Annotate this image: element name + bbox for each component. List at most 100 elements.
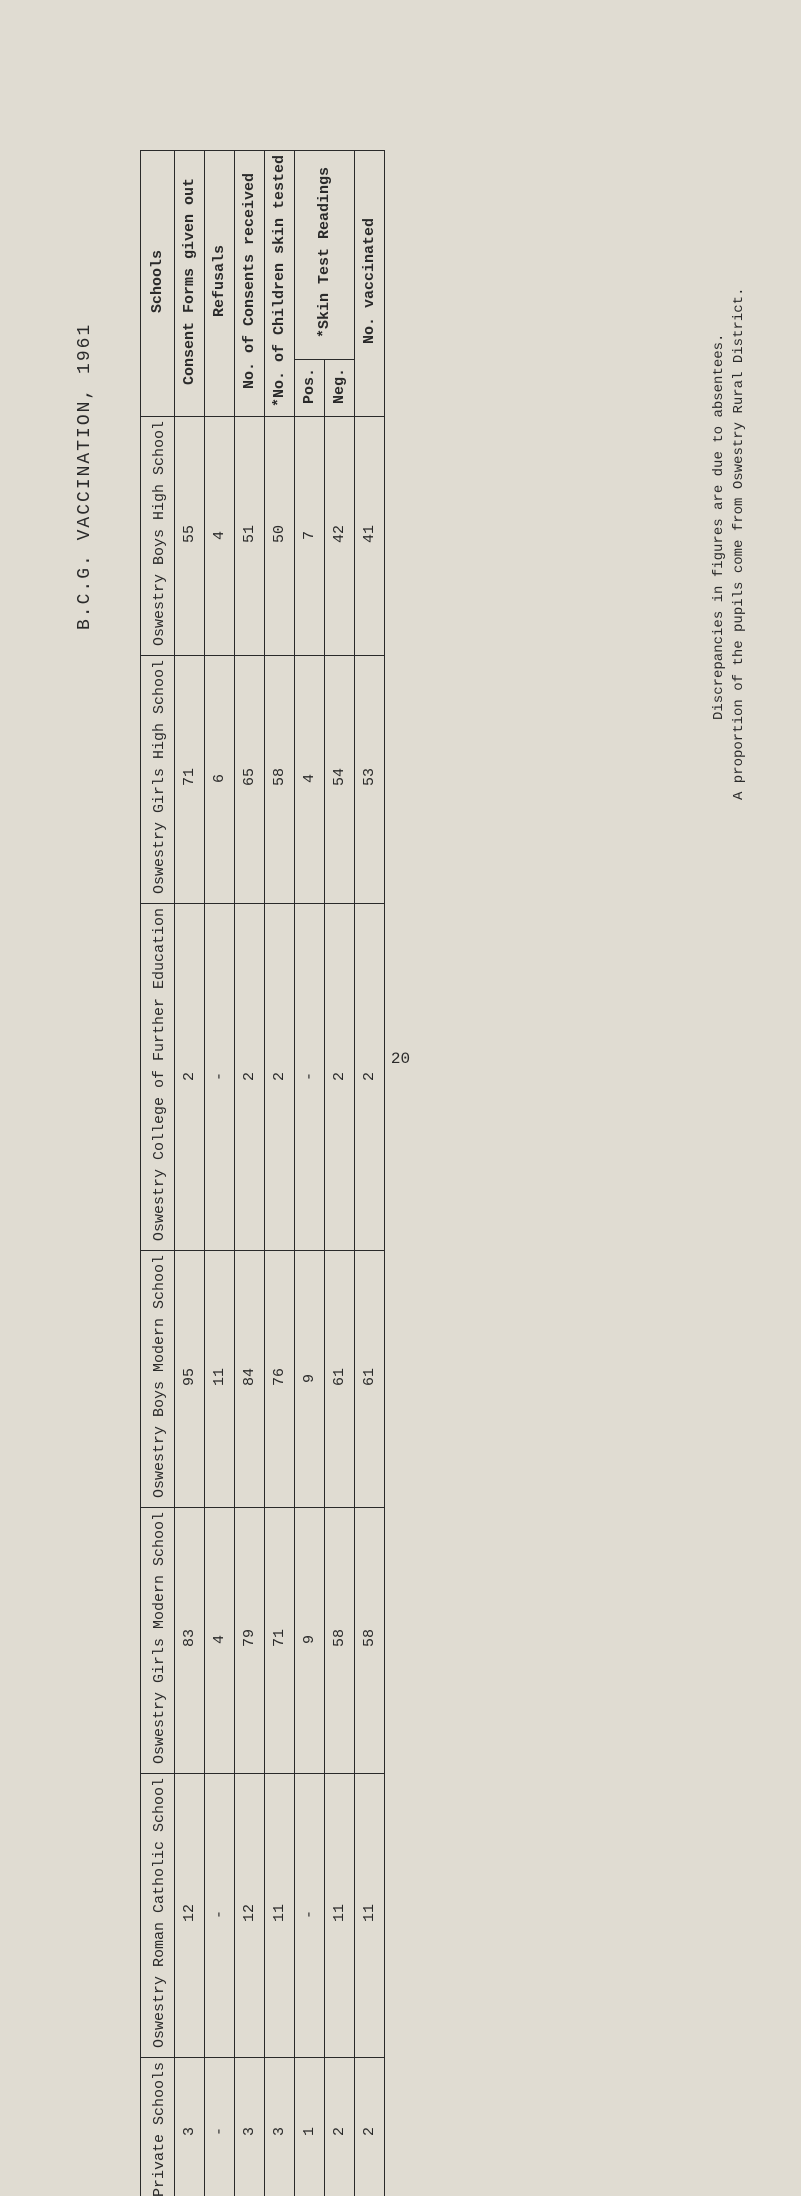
- cell-received-value: 2: [241, 1072, 258, 1081]
- col-tested: *No. of Children skin tested: [265, 151, 295, 417]
- cell-pos: 9: [295, 1508, 325, 1774]
- cell-received: 12: [235, 1774, 265, 2058]
- col-consent: Consent Forms given out: [175, 151, 205, 417]
- cell-refusals: -: [205, 2058, 235, 2196]
- cell-tested: 58: [265, 656, 295, 904]
- cell-tested-value: 58: [271, 768, 288, 786]
- cell-consent: 71: [175, 656, 205, 904]
- cell-neg: 2: [325, 2058, 355, 2196]
- table-row: Oswestry College of Further Education 2 - 2…: [141, 904, 385, 1251]
- cell-school: Oswestry Girls Modern School: [141, 1508, 175, 1774]
- cell-refusals: -: [205, 904, 235, 1251]
- cell-vacc: 53: [355, 656, 385, 904]
- cell-received-value: 79: [241, 1629, 258, 1647]
- page-number: 20: [0, 1050, 801, 1068]
- vaccination-table: Schools Consent Forms given out Refusals…: [140, 150, 385, 2196]
- cell-tested-value: 50: [271, 525, 288, 543]
- table-row: Oswestry Girls High School716655845453: [141, 656, 385, 904]
- cell-vacc-value: 61: [361, 1368, 378, 1386]
- cell-tested: 50: [265, 417, 295, 656]
- cell-neg: 58: [325, 1508, 355, 1774]
- cell-tested: 71: [265, 1508, 295, 1774]
- cell-consent-value: 2: [181, 1072, 198, 1081]
- cell-received-value: 12: [241, 1904, 258, 1922]
- cell-pos: 7: [295, 417, 325, 656]
- col-vaccinated: No. vaccinated: [355, 151, 385, 417]
- cell-school-value: Oswestry Boys High School: [151, 421, 168, 646]
- cell-refusals-value: -: [211, 2127, 228, 2136]
- cell-tested: 11: [265, 1774, 295, 2058]
- cell-neg: 61: [325, 1251, 355, 1508]
- table-row: Oswestry Girls Modern School834797195858: [141, 1508, 385, 1774]
- cell-consent: 2: [175, 904, 205, 1251]
- cell-refusals-value: -: [211, 1910, 228, 1919]
- cell-consent: 95: [175, 1251, 205, 1508]
- cell-consent-value: 12: [181, 1904, 198, 1922]
- cell-neg-value: 2: [331, 2127, 348, 2136]
- table-row: Private Schools3-33122: [141, 2058, 385, 2196]
- col-refusals: Refusals: [205, 151, 235, 417]
- cell-vacc: 41: [355, 417, 385, 656]
- cell-school: Oswestry Roman Catholic School: [141, 1774, 175, 2058]
- cell-refusals: 4: [205, 417, 235, 656]
- cell-school-value: Oswestry Roman Catholic School: [151, 1778, 168, 2048]
- cell-neg-value: 42: [331, 525, 348, 543]
- cell-pos-value: 9: [301, 1635, 318, 1644]
- cell-consent: 12: [175, 1774, 205, 2058]
- footnote-1: Discrepancies in figures are due to abse…: [711, 334, 727, 720]
- cell-refusals-value: 4: [211, 1635, 228, 1644]
- cell-refusals: 4: [205, 1508, 235, 1774]
- cell-pos: -: [295, 1774, 325, 2058]
- footnote-2: A proportion of the pupils come from Osw…: [731, 288, 747, 800]
- cell-received: 84: [235, 1251, 265, 1508]
- cell-vacc-value: 53: [361, 768, 378, 786]
- cell-school: Oswestry College of Further Education: [141, 904, 175, 1251]
- cell-school: Private Schools: [141, 2058, 175, 2196]
- cell-school: Oswestry Girls High School: [141, 656, 175, 904]
- cell-neg-value: 58: [331, 1629, 348, 1647]
- cell-vacc: 11: [355, 1774, 385, 2058]
- cell-vacc-value: 2: [361, 1072, 378, 1081]
- cell-consent-value: 71: [181, 768, 198, 786]
- cell-consent: 83: [175, 1508, 205, 1774]
- footnotes: Discrepancies in figures are due to abse…: [701, 160, 751, 810]
- cell-school: Oswestry Boys High School: [141, 417, 175, 656]
- cell-pos-value: 9: [301, 1374, 318, 1383]
- cell-refusals-value: -: [211, 1072, 228, 1081]
- cell-school-value: Private Schools: [151, 2062, 168, 2196]
- cell-refusals-value: 4: [211, 531, 228, 540]
- cell-neg: 54: [325, 656, 355, 904]
- cell-pos-value: 1: [301, 2127, 318, 2136]
- cell-pos-value: -: [301, 1910, 318, 1919]
- table-row: Oswestry Roman Catholic School 12 - 12 11 - 11…: [141, 1774, 385, 2058]
- cell-refusals-value: 11: [211, 1368, 228, 1386]
- cell-vacc: 2: [355, 904, 385, 1251]
- cell-tested: 76: [265, 1251, 295, 1508]
- page-title: B.C.G. VACCINATION, 1961: [75, 323, 95, 630]
- cell-pos: 9: [295, 1251, 325, 1508]
- cell-received-value: 51: [241, 525, 258, 543]
- cell-tested: 3: [265, 2058, 295, 2196]
- cell-school-value: Oswestry Boys Modern School: [151, 1255, 168, 1498]
- cell-received: 51: [235, 417, 265, 656]
- cell-refusals-value: 6: [211, 774, 228, 783]
- cell-school-value: Oswestry Girls High School: [151, 660, 168, 894]
- col-schools: Schools: [141, 151, 175, 417]
- cell-pos: -: [295, 904, 325, 1251]
- cell-tested-value: 11: [271, 1904, 288, 1922]
- col-pos: Pos.: [295, 360, 325, 417]
- cell-refusals: 6: [205, 656, 235, 904]
- cell-pos-value: 7: [301, 531, 318, 540]
- cell-neg-value: 11: [331, 1904, 348, 1922]
- page-title-wrap: B.C.G. VACCINATION, 1961: [75, 180, 105, 780]
- col-received: No. of Consents received: [235, 151, 265, 417]
- cell-vacc-value: 2: [361, 2127, 378, 2136]
- cell-school-value: Oswestry College of Further Education: [151, 908, 168, 1241]
- cell-refusals: 11: [205, 1251, 235, 1508]
- cell-neg: 11: [325, 1774, 355, 2058]
- cell-consent-value: 83: [181, 1629, 198, 1647]
- cell-consent: 3: [175, 2058, 205, 2196]
- cell-tested-value: 76: [271, 1368, 288, 1386]
- table-row: Oswestry Boys High School554515074241: [141, 417, 385, 656]
- table-row: Oswestry Boys Modern School 95 11 84 76 9 61 61: [141, 1251, 385, 1508]
